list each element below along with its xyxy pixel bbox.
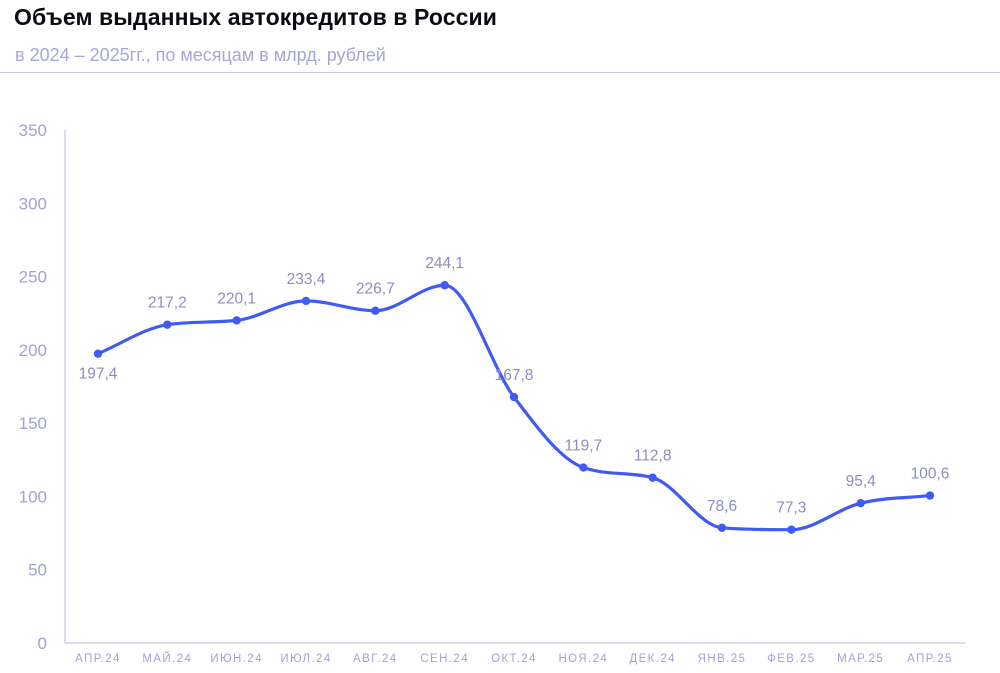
x-tick-label: ФЕВ.25 bbox=[767, 653, 815, 665]
data-label: 95,4 bbox=[846, 473, 877, 490]
data-point bbox=[925, 491, 935, 500]
x-tick-label: ИЮН.24 bbox=[210, 653, 263, 665]
data-label: 112,8 bbox=[634, 448, 672, 465]
data-label: 244,1 bbox=[425, 255, 464, 272]
data-point bbox=[579, 463, 588, 472]
data-point bbox=[232, 316, 241, 325]
data-label: 167,8 bbox=[495, 367, 534, 384]
data-point bbox=[856, 498, 865, 508]
data-label: 100,6 bbox=[911, 466, 950, 483]
y-axis-ticks: 0 50 100 150 200 250 300 350 bbox=[19, 121, 47, 653]
x-tick-label: АПР.25 bbox=[907, 653, 953, 665]
chart-axes bbox=[64, 130, 965, 644]
data-label: 220,1 bbox=[217, 290, 256, 307]
y-tick-label: 150 bbox=[19, 414, 47, 433]
y-tick-label: 350 bbox=[19, 121, 47, 140]
x-tick-label: МАЙ.24 bbox=[142, 652, 192, 665]
x-tick-label: ЯНВ.25 bbox=[698, 653, 747, 665]
data-labels: 197,4 217,2 220,1 233,4 226,7 244,1 167,8 119,7… bbox=[79, 255, 950, 516]
y-tick-label: 200 bbox=[19, 341, 47, 360]
y-tick-label: 300 bbox=[19, 194, 47, 213]
x-tick-label: АПР.24 bbox=[75, 653, 121, 665]
y-tick-label: 100 bbox=[19, 487, 47, 506]
data-label: 226,7 bbox=[356, 281, 395, 298]
data-point bbox=[371, 306, 380, 315]
data-label: 233,4 bbox=[287, 271, 326, 288]
y-tick-label: 50 bbox=[28, 561, 47, 580]
data-label: 119,7 bbox=[565, 438, 603, 455]
data-point bbox=[717, 523, 727, 532]
x-tick-label: АВГ.24 bbox=[353, 653, 398, 665]
data-points bbox=[93, 281, 935, 534]
data-point bbox=[509, 392, 519, 402]
data-point bbox=[440, 281, 449, 290]
y-tick-label: 0 bbox=[38, 634, 47, 653]
series-line bbox=[96, 283, 932, 532]
data-label: 77,3 bbox=[776, 500, 806, 517]
x-tick-label: СЕН.24 bbox=[420, 653, 469, 665]
x-axis-ticks: АПР.24 МАЙ.24 ИЮН.24 ИЮЛ.24 АВГ.24 СЕН.24 ОКТ.… bbox=[75, 652, 953, 665]
data-label: 197,4 bbox=[79, 366, 118, 383]
y-tick-label: 250 bbox=[19, 268, 47, 287]
data-point bbox=[648, 473, 657, 482]
x-tick-label: ИЮЛ.24 bbox=[280, 653, 331, 665]
x-tick-label: МАР.25 bbox=[837, 653, 884, 665]
data-point bbox=[301, 296, 311, 306]
chart-subtitle: в 2024 – 2025гг., по месяцам в млрд. руб… bbox=[15, 45, 386, 65]
chart-title: Объем выданных автокредитов в России bbox=[14, 4, 498, 30]
x-tick-label: ОКТ.24 bbox=[491, 653, 537, 665]
data-label: 217,2 bbox=[148, 295, 187, 312]
data-point bbox=[787, 525, 796, 534]
data-point bbox=[163, 320, 172, 329]
x-tick-label: ДЕК.24 bbox=[629, 653, 676, 665]
x-tick-label: НОЯ.24 bbox=[558, 653, 608, 665]
header-divider bbox=[0, 72, 1000, 73]
data-point bbox=[93, 349, 103, 358]
data-label: 78,6 bbox=[707, 498, 737, 515]
